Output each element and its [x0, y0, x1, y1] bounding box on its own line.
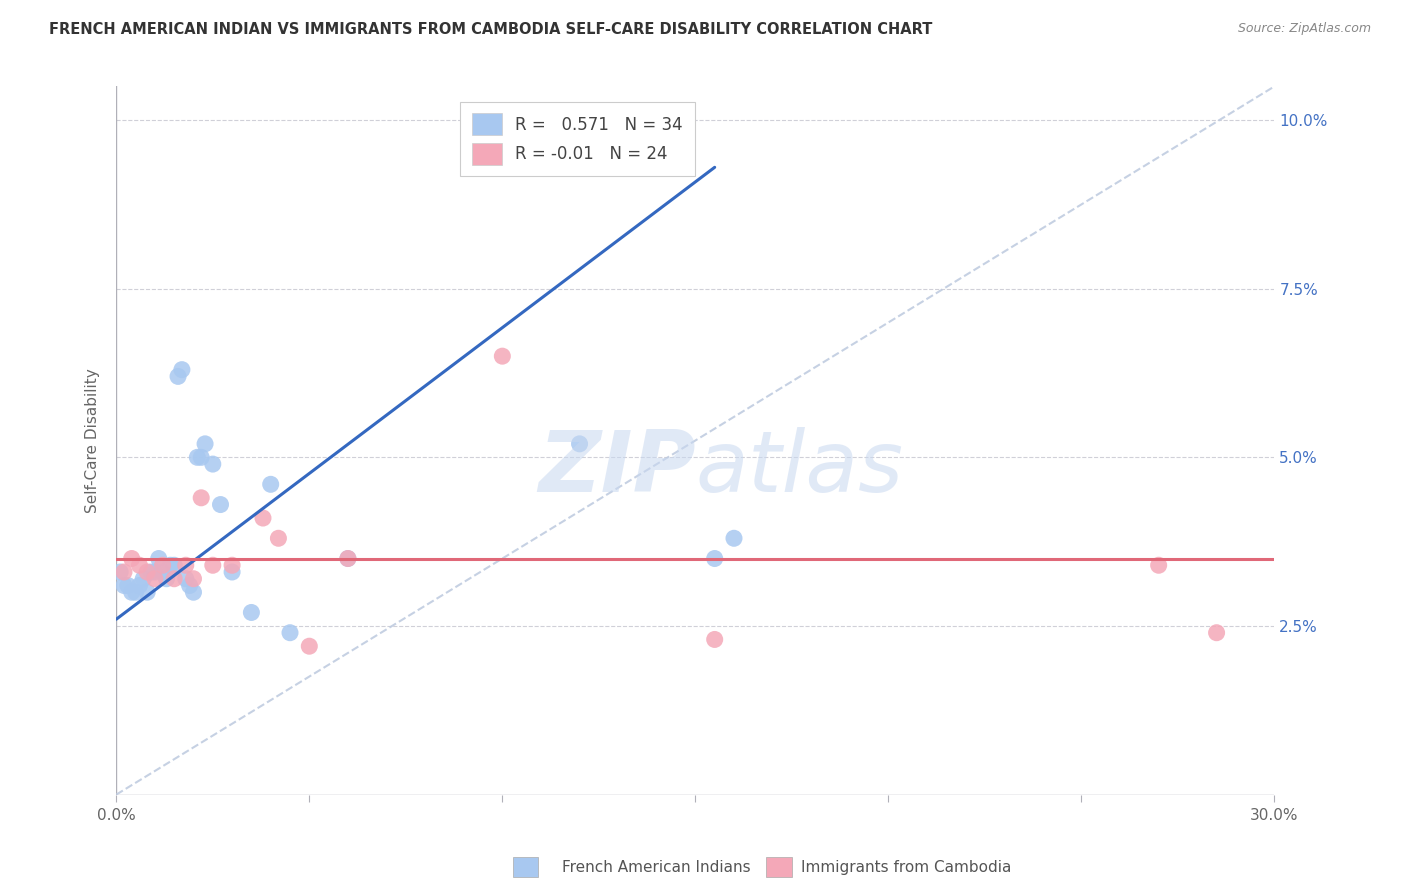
Point	[267, 531, 290, 545]
Point	[1147, 558, 1170, 573]
Point	[190, 450, 212, 465]
Point	[186, 450, 208, 465]
Point	[112, 578, 135, 592]
Text: Source: ZipAtlas.com: Source: ZipAtlas.com	[1237, 22, 1371, 36]
Point	[152, 565, 174, 579]
Point	[128, 578, 150, 592]
Point	[260, 477, 283, 491]
Point	[568, 437, 591, 451]
Point	[240, 606, 263, 620]
Point	[1205, 625, 1227, 640]
Point	[174, 558, 197, 573]
Point	[132, 572, 155, 586]
Point	[209, 498, 232, 512]
Point	[152, 558, 174, 573]
Point	[491, 349, 513, 363]
Point	[174, 572, 197, 586]
Point	[108, 565, 131, 579]
Point	[112, 565, 135, 579]
Point	[221, 558, 243, 573]
Point	[136, 585, 159, 599]
Point	[121, 551, 143, 566]
Point	[336, 551, 359, 566]
Point	[336, 551, 359, 566]
Point	[136, 565, 159, 579]
Text: ZIP: ZIP	[537, 427, 696, 510]
Point	[472, 161, 495, 175]
Point	[183, 585, 205, 599]
Point	[124, 585, 146, 599]
Point	[298, 639, 321, 653]
Point	[278, 625, 301, 640]
Y-axis label: Self-Care Disability: Self-Care Disability	[86, 368, 100, 513]
Point	[139, 565, 162, 579]
Point	[201, 558, 224, 573]
Text: French American Indians: French American Indians	[562, 860, 751, 874]
Point	[201, 457, 224, 471]
Point	[723, 531, 745, 545]
Point	[183, 572, 205, 586]
Text: FRENCH AMERICAN INDIAN VS IMMIGRANTS FROM CAMBODIA SELF-CARE DISABILITY CORRELAT: FRENCH AMERICAN INDIAN VS IMMIGRANTS FRO…	[49, 22, 932, 37]
Point	[163, 572, 186, 586]
Legend: R =   0.571   N = 34, R = -0.01   N = 24: R = 0.571 N = 34, R = -0.01 N = 24	[461, 102, 695, 177]
Point	[128, 558, 150, 573]
Point	[155, 572, 177, 586]
Point	[159, 558, 181, 573]
Point	[194, 437, 217, 451]
Point	[148, 551, 170, 566]
Point	[121, 585, 143, 599]
Point	[143, 572, 166, 586]
Point	[170, 362, 193, 376]
Point	[163, 558, 186, 573]
Point	[703, 632, 725, 647]
Point	[703, 551, 725, 566]
Text: Immigrants from Cambodia: Immigrants from Cambodia	[801, 860, 1012, 874]
Point	[143, 565, 166, 579]
Point	[179, 578, 201, 592]
Point	[190, 491, 212, 505]
Point	[221, 565, 243, 579]
Text: atlas: atlas	[696, 427, 904, 510]
Point	[117, 578, 139, 592]
Point	[167, 369, 190, 384]
Point	[252, 511, 274, 525]
